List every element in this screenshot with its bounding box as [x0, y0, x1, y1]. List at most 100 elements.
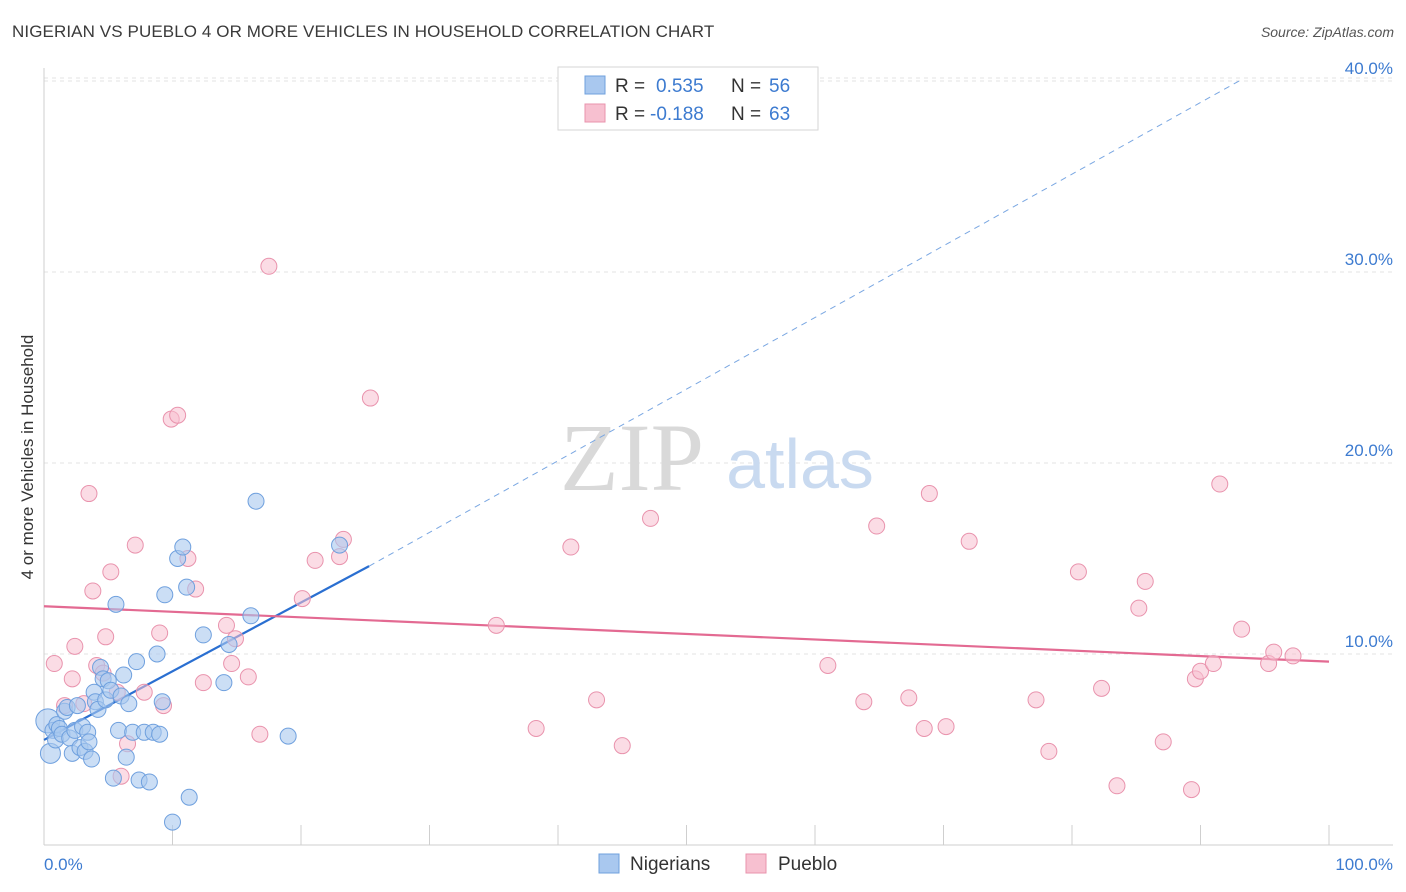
pueblo-point-58	[1192, 662, 1209, 680]
nigerians-point-33	[120, 695, 138, 713]
pueblo-point-23	[217, 616, 235, 634]
legend-n-value-blue: 56	[769, 76, 790, 97]
pueblo-point-0	[45, 655, 63, 673]
pueblo-point-60	[1211, 475, 1229, 493]
legend-n-label-pink: N =	[731, 104, 761, 125]
nigerians-point-44	[164, 813, 181, 831]
bottom-legend-swatch-nigerians[interactable]	[598, 853, 620, 874]
pueblo-point-45	[920, 485, 938, 503]
bottom-legend: Nigerians Pueblo	[598, 853, 837, 875]
legend: R = 0.535 N = 56 R = -0.188 N = 63	[557, 66, 819, 131]
x-ticks	[43, 825, 1330, 845]
nigerians-point-29	[110, 721, 128, 739]
nigerians-point-35	[128, 653, 146, 671]
pueblo-point-33	[361, 389, 379, 407]
pueblo-point-38	[613, 737, 631, 755]
pueblo-point-15	[135, 683, 153, 701]
chart-title: NIGERIAN VS PUEBLO 4 OR MORE VEHICLES IN…	[12, 22, 715, 41]
legend-r-value-pink: -0.188	[650, 104, 704, 125]
pueblo-point-49	[1040, 742, 1058, 760]
nigerians-point-28	[107, 595, 125, 613]
pueblo-point-10	[102, 563, 120, 581]
pueblo-point-22	[194, 674, 212, 692]
nigerians-point-41	[151, 725, 169, 743]
nigerians-point-42	[153, 693, 171, 711]
nigerians-point-38	[140, 773, 158, 791]
x-tick-label-max: 100.0%	[1335, 855, 1393, 874]
pueblo-point-40	[819, 656, 837, 674]
legend-swatch-pink	[584, 103, 606, 123]
bottom-legend-label-nigerians[interactable]: Nigerians	[630, 854, 710, 875]
nigerians-point-48	[180, 788, 198, 806]
pueblo-point-53	[1130, 599, 1148, 617]
pueblo-point-9	[97, 628, 115, 646]
pueblo-point-52	[1108, 777, 1126, 795]
y-axis-title: 4 or more Vehicles in Household	[18, 335, 37, 580]
pueblo-point-35	[527, 719, 545, 737]
nigerians-point-54	[279, 727, 297, 745]
pueblo-point-2	[63, 670, 81, 688]
pueblo-point-37	[588, 691, 606, 709]
pueblo-point-61	[1233, 620, 1251, 638]
y-tick-label-40: 40.0%	[1345, 59, 1393, 78]
pueblo-point-39	[642, 509, 660, 527]
nigerians-point-32	[117, 748, 135, 766]
nigerians-point-27	[104, 769, 122, 787]
nigerians-point-46	[174, 538, 192, 556]
pueblo-point-44	[915, 719, 933, 737]
nigerians-point-40	[148, 645, 166, 663]
nigerians-point-51	[220, 635, 238, 653]
legend-n-value-pink: 63	[769, 104, 790, 125]
pueblo-point-27	[251, 725, 269, 743]
pueblo-point-5	[80, 485, 98, 503]
pueblo-point-3	[66, 637, 84, 655]
pueblo-point-34	[487, 616, 505, 634]
pueblo-points	[45, 257, 1302, 799]
pueblo-point-30	[306, 551, 324, 569]
pueblo-point-59	[1204, 655, 1222, 673]
pueblo-point-54	[1136, 572, 1154, 590]
x-tick-label-min: 0.0%	[44, 855, 83, 874]
pueblo-point-46	[937, 718, 955, 736]
axes	[43, 68, 1393, 846]
nigerians-point-50	[215, 674, 233, 692]
nigerians-point-55	[331, 536, 349, 554]
legend-r-value-blue: 0.535	[656, 76, 704, 97]
nigerians-point-47	[178, 578, 196, 596]
nigerians-point-53	[247, 492, 265, 510]
bottom-legend-swatch-pueblo[interactable]	[745, 853, 767, 874]
pueblo-point-14	[126, 536, 144, 554]
nigerians-point-17	[80, 733, 98, 751]
nigerians-trend-dashed	[368, 80, 1240, 567]
pueblo-point-6	[84, 582, 102, 600]
pueblo-point-47	[960, 532, 978, 550]
pueblo-point-16	[151, 624, 169, 642]
y-tick-label-10: 10.0%	[1345, 632, 1393, 651]
y-tick-label-30: 30.0%	[1345, 250, 1393, 269]
pueblo-point-41	[855, 693, 873, 711]
bottom-legend-label-pueblo[interactable]: Pueblo	[778, 854, 837, 875]
pueblo-point-63	[1265, 643, 1283, 661]
pueblo-point-28	[260, 257, 278, 275]
nigerians-point-52	[242, 607, 260, 625]
nigerians-points	[35, 492, 349, 831]
pueblo-point-51	[1093, 679, 1111, 697]
pueblo-point-29	[293, 590, 311, 608]
nigerians-point-49	[194, 626, 212, 644]
nigerians-point-18	[83, 750, 101, 768]
legend-r-label-pink: R =	[615, 104, 645, 125]
pueblo-point-42	[868, 517, 886, 535]
pueblo-point-26	[239, 668, 257, 686]
pueblo-point-36	[562, 538, 580, 556]
pueblo-point-19	[169, 406, 187, 424]
nigerians-point-12	[68, 697, 86, 715]
source-label: Source: ZipAtlas.com	[1260, 24, 1394, 40]
pueblo-point-24	[223, 655, 241, 673]
y-tick-labels: 10.0% 20.0% 30.0% 40.0%	[1345, 59, 1393, 651]
pueblo-point-43	[900, 689, 918, 707]
gridlines	[44, 77, 1393, 655]
nigerians-point-31	[115, 666, 133, 684]
pueblo-point-55	[1154, 733, 1172, 751]
legend-r-label-blue: R =	[615, 76, 645, 97]
pueblo-point-48	[1027, 691, 1045, 709]
